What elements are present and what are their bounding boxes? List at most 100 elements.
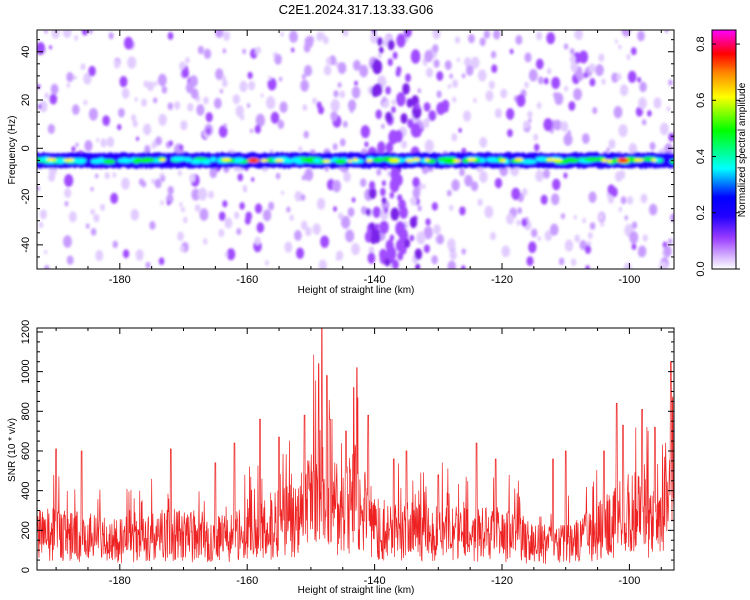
noise-blob bbox=[226, 248, 236, 261]
noise-blob bbox=[647, 110, 652, 117]
noise-blob bbox=[381, 123, 385, 129]
noise-blob bbox=[620, 196, 627, 205]
spectrogram-frame bbox=[36, 29, 675, 270]
band-hotspot bbox=[98, 157, 105, 163]
noise-blob bbox=[378, 46, 384, 54]
noise-blob bbox=[90, 227, 97, 236]
noise-blob bbox=[479, 136, 488, 148]
noise-blob bbox=[381, 197, 387, 205]
snr-y-tick-label: 0 bbox=[20, 567, 32, 573]
noise-blob bbox=[490, 232, 496, 241]
band-hotspot bbox=[233, 157, 245, 163]
noise-blob bbox=[339, 90, 346, 99]
noise-blob bbox=[154, 178, 162, 189]
noise-blob bbox=[371, 227, 381, 241]
noise-blob bbox=[570, 61, 578, 72]
noise-blob bbox=[215, 68, 224, 80]
noise-blob bbox=[463, 110, 472, 122]
band-hotspot bbox=[651, 158, 657, 162]
noise-blob bbox=[179, 245, 185, 253]
snr-panel: -180 -160 -140 -120 -100 0 200 400 600 800 1000 12… bbox=[7, 320, 675, 596]
noise-blob bbox=[444, 60, 452, 71]
noise-blob bbox=[584, 245, 592, 254]
noise-blob bbox=[347, 99, 357, 112]
colorbar-tick-label: 0.8 bbox=[695, 36, 707, 51]
noise-blob bbox=[242, 48, 247, 55]
noise-blob bbox=[395, 221, 406, 237]
noise-blob bbox=[330, 99, 340, 113]
band-hotspot bbox=[121, 158, 132, 163]
noise-blob bbox=[524, 81, 529, 89]
noise-blob bbox=[588, 191, 597, 203]
spectrogram-x-tick-label: -180 bbox=[109, 274, 131, 286]
noise-blob bbox=[415, 263, 421, 269]
noise-blob bbox=[592, 107, 598, 115]
noise-blob bbox=[668, 79, 673, 86]
noise-blob bbox=[194, 204, 201, 212]
noise-blob bbox=[94, 173, 99, 179]
noise-blob bbox=[208, 190, 214, 199]
noise-blob bbox=[270, 111, 280, 124]
noise-blob bbox=[49, 93, 58, 105]
band-hotspot bbox=[293, 158, 303, 164]
noise-blob bbox=[145, 261, 151, 269]
noise-blob bbox=[587, 231, 593, 240]
band-hotspot bbox=[323, 159, 331, 163]
noise-blob bbox=[570, 258, 577, 266]
noise-blob bbox=[382, 96, 387, 103]
band-hotspot bbox=[514, 157, 524, 162]
noise-blob bbox=[639, 81, 647, 93]
band-hotspot bbox=[425, 158, 430, 162]
noise-blob bbox=[155, 136, 162, 146]
spectrogram-y-ticks: -40 -20 0 20 40 bbox=[20, 39, 674, 270]
band-hotspot bbox=[405, 159, 414, 163]
noise-blob bbox=[400, 113, 408, 124]
noise-blob bbox=[304, 168, 314, 181]
noise-blob bbox=[451, 179, 460, 192]
noise-blob bbox=[110, 192, 119, 204]
noise-blob bbox=[461, 248, 466, 255]
noise-blob bbox=[567, 243, 573, 251]
noise-blob bbox=[628, 142, 638, 155]
noise-blob bbox=[525, 216, 529, 222]
noise-blob bbox=[461, 73, 466, 79]
snr-x-ticks: -180 -160 -140 -120 -100 bbox=[55, 328, 662, 587]
noise-blob bbox=[423, 102, 431, 112]
noise-blob bbox=[659, 122, 669, 136]
noise-blob bbox=[406, 98, 413, 108]
noise-blob bbox=[189, 75, 198, 88]
noise-blob bbox=[380, 187, 386, 197]
noise-blob bbox=[203, 48, 212, 60]
noise-blob bbox=[64, 188, 72, 199]
noise-blob bbox=[619, 84, 629, 97]
spectrogram-x-tick-label: -140 bbox=[364, 274, 386, 286]
noise-blob bbox=[560, 213, 566, 220]
noise-blob bbox=[574, 30, 580, 39]
noise-blob bbox=[537, 236, 542, 242]
noise-blob bbox=[383, 207, 389, 214]
noise-blob bbox=[436, 234, 445, 245]
noise-blob bbox=[423, 244, 430, 253]
noise-blob bbox=[423, 61, 427, 67]
noise-blob bbox=[50, 83, 59, 95]
noise-blob bbox=[533, 133, 539, 141]
noise-blob bbox=[88, 30, 93, 35]
noise-blob bbox=[390, 207, 400, 221]
noise-blob bbox=[663, 245, 672, 257]
noise-blob bbox=[289, 30, 298, 43]
noise-blob bbox=[533, 143, 540, 152]
noise-blob bbox=[185, 57, 190, 64]
noise-blob bbox=[477, 69, 487, 82]
noise-blob bbox=[516, 94, 526, 107]
noise-blob bbox=[442, 104, 449, 113]
noise-blob bbox=[589, 222, 596, 230]
noise-blob bbox=[374, 223, 380, 231]
noise-blob bbox=[180, 206, 185, 213]
noise-blob bbox=[316, 31, 324, 42]
noise-blob bbox=[219, 88, 224, 94]
spectrogram-panel: -180 -160 -140 -120 -100 -40 -20 0 20 40 Height … bbox=[7, 29, 675, 296]
noise-blob bbox=[371, 62, 377, 70]
noise-blob bbox=[64, 201, 69, 207]
noise-blob bbox=[389, 191, 395, 199]
noise-blob bbox=[256, 222, 265, 233]
